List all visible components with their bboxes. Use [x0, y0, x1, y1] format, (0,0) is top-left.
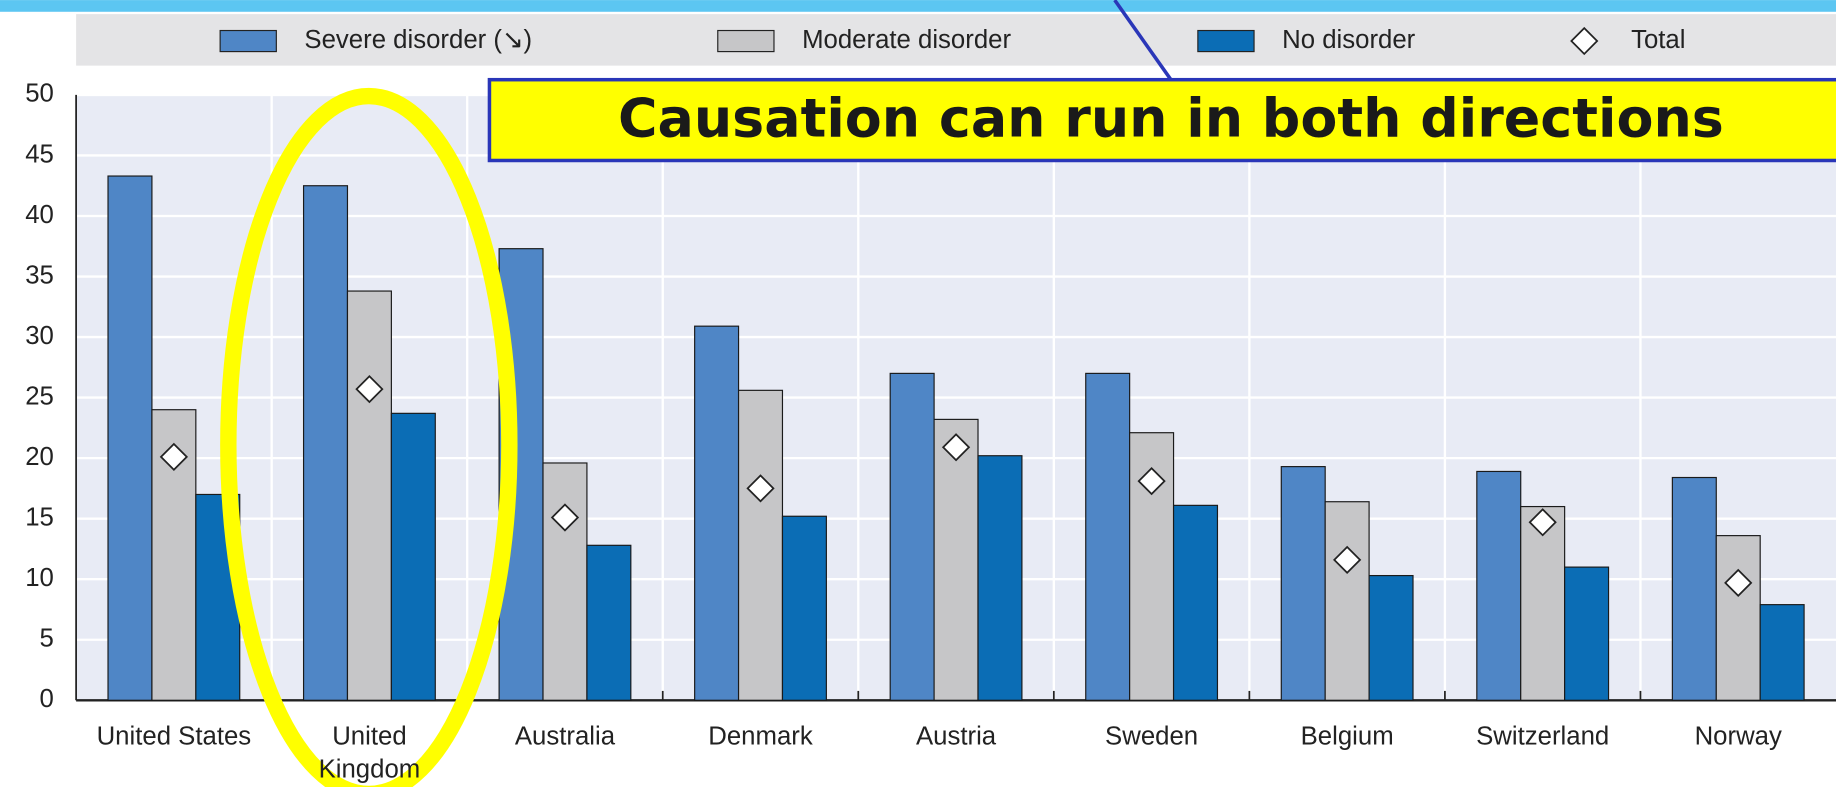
x-tick-label: Australia [515, 723, 616, 751]
total-marker [1333, 545, 1362, 574]
legend-marker [1570, 26, 1599, 56]
total-marker [1724, 568, 1753, 597]
total-marker [159, 442, 189, 472]
bar [390, 412, 436, 701]
y-tick-label: 25 [25, 382, 54, 410]
x-tick-label: Sweden [1105, 723, 1198, 751]
bar [586, 544, 632, 701]
total-marker [1137, 467, 1166, 496]
total-marker [1528, 508, 1557, 537]
y-tick-label: 15 [25, 503, 54, 531]
bar [1280, 466, 1326, 701]
legend: Severe disorder (↘) Moderate disorder No d… [219, 26, 1685, 56]
y-tick-label: 45 [25, 140, 54, 168]
bar [781, 515, 827, 701]
total-marker [746, 474, 775, 503]
callout-pointer [1113, 0, 1173, 81]
total-marker [355, 375, 384, 404]
x-tick-label: United Kingdom [319, 723, 421, 784]
bar [1085, 372, 1131, 701]
bar [1172, 504, 1219, 701]
bar [107, 175, 153, 701]
bar [302, 185, 349, 701]
plot [75, 93, 1836, 702]
y-tick-label: 5 [40, 625, 54, 653]
total-marker [941, 433, 971, 462]
callout-text: Causation can run in both directions [618, 86, 1724, 149]
bar [346, 290, 392, 701]
x-tick-label: Denmark [708, 723, 813, 751]
bar [1520, 505, 1566, 701]
legend-swatch [717, 29, 775, 53]
bar [889, 372, 935, 701]
bar [1715, 535, 1761, 701]
bar [1759, 604, 1805, 701]
x-tick-label: Belgium [1301, 723, 1394, 751]
legend-swatch [1197, 29, 1255, 53]
y-tick-label: 35 [25, 261, 54, 289]
legend-swatch [219, 29, 277, 53]
bar [737, 389, 784, 701]
legend-label: Moderate disorder [802, 26, 1011, 54]
x-tick-label: Norway [1695, 723, 1782, 751]
callout-box [487, 77, 1836, 163]
x-tick-label: Switzerland [1476, 723, 1609, 751]
y-tick-label: 30 [25, 322, 54, 350]
bar [977, 455, 1023, 701]
bar [933, 418, 979, 701]
y-tick-label: 20 [25, 443, 54, 471]
top-band [0, 0, 1836, 12]
y-tick-label: 0 [40, 685, 54, 713]
bar [1324, 501, 1370, 701]
bar [694, 325, 740, 701]
bar [542, 462, 588, 701]
bar [1564, 566, 1610, 701]
y-tick-label: 40 [25, 201, 54, 229]
highlight-ellipse [220, 87, 518, 787]
bar [1368, 574, 1414, 701]
legend-label: Total [1631, 26, 1685, 54]
bar [1671, 476, 1717, 701]
x-tick-label: Austria [916, 723, 997, 751]
y-tick-label: 10 [25, 564, 54, 592]
bar [1476, 470, 1522, 701]
total-marker [550, 503, 580, 532]
legend-label: No disorder [1282, 26, 1416, 54]
y-tick-label: 50 [25, 80, 54, 108]
x-tick-label: United States [97, 723, 252, 751]
legend-label: Severe disorder (↘) [304, 26, 532, 54]
legend-band [76, 14, 1836, 66]
